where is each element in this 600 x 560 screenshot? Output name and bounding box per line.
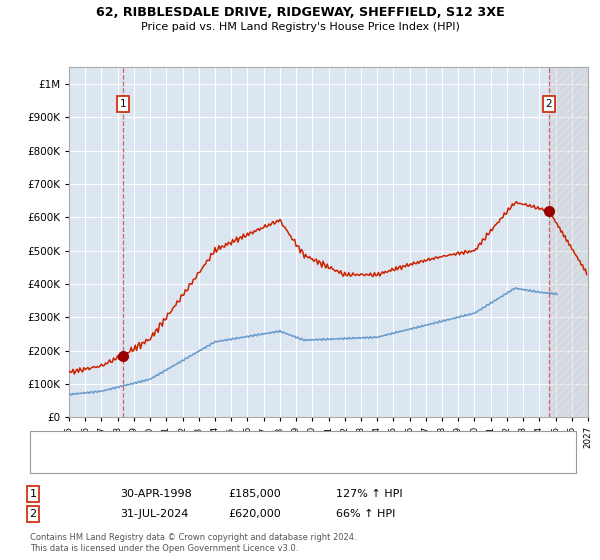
Text: HPI: Average price, detached house, Sheffield: HPI: Average price, detached house, Shef… <box>78 456 302 466</box>
Text: 2: 2 <box>29 509 37 519</box>
Text: Contains HM Land Registry data © Crown copyright and database right 2024.
This d: Contains HM Land Registry data © Crown c… <box>30 533 356 553</box>
Text: ——: —— <box>45 437 70 450</box>
Text: 1: 1 <box>29 489 37 499</box>
Text: 127% ↑ HPI: 127% ↑ HPI <box>336 489 403 499</box>
Text: £185,000: £185,000 <box>228 489 281 499</box>
Text: £620,000: £620,000 <box>228 509 281 519</box>
Text: ——: —— <box>45 455 70 468</box>
Text: 30-APR-1998: 30-APR-1998 <box>120 489 192 499</box>
Text: 2: 2 <box>545 99 552 109</box>
Text: 66% ↑ HPI: 66% ↑ HPI <box>336 509 395 519</box>
Bar <box>549 67 588 417</box>
Text: 1: 1 <box>119 99 127 109</box>
Text: Price paid vs. HM Land Registry's House Price Index (HPI): Price paid vs. HM Land Registry's House … <box>140 22 460 32</box>
Text: 62, RIBBLESDALE DRIVE, RIDGEWAY, SHEFFIELD, S12 3XE (detached house): 62, RIBBLESDALE DRIVE, RIDGEWAY, SHEFFIE… <box>78 439 450 449</box>
Text: 31-JUL-2024: 31-JUL-2024 <box>120 509 188 519</box>
Text: 62, RIBBLESDALE DRIVE, RIDGEWAY, SHEFFIELD, S12 3XE: 62, RIBBLESDALE DRIVE, RIDGEWAY, SHEFFIE… <box>95 6 505 18</box>
